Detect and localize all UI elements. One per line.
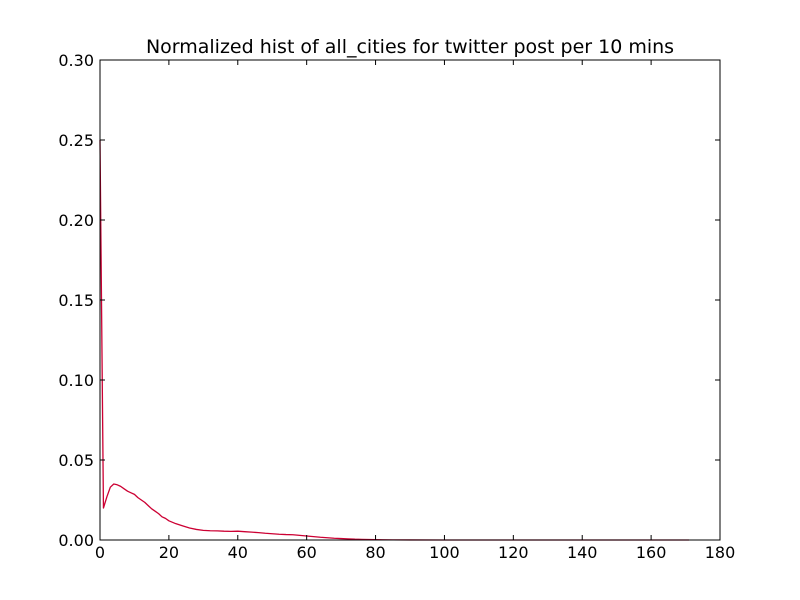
- x-tick-label: 180: [705, 543, 736, 562]
- plot-frame: [99, 59, 721, 541]
- y-tick-label: 0.15: [58, 291, 94, 310]
- x-tick-label: 100: [429, 543, 460, 562]
- x-tick-label: 20: [159, 543, 179, 562]
- y-tick-label: 0.05: [58, 451, 94, 470]
- y-tick-labels: 0.00 0.05 0.10 0.15 0.20 0.25 0.30: [58, 51, 94, 550]
- x-tick-label: 120: [498, 543, 529, 562]
- x-tick-label: 140: [567, 543, 598, 562]
- y-tick-label: 0.20: [58, 211, 94, 230]
- y-tick-label: 0.00: [58, 531, 94, 550]
- x-tick-label: 0: [95, 543, 105, 562]
- y-tick-label: 0.10: [58, 371, 94, 390]
- x-tick-label: 80: [365, 543, 385, 562]
- x-tick-label: 60: [296, 543, 316, 562]
- plot-area: [100, 60, 720, 540]
- x-tick-label: 160: [636, 543, 667, 562]
- y-tick-label: 0.30: [58, 51, 94, 70]
- chart-title: Normalized hist of all_cities for twitte…: [146, 36, 674, 58]
- x-tick-label: 40: [228, 543, 248, 562]
- y-tick-label: 0.25: [58, 131, 94, 150]
- x-tick-labels: 0 20 40 60 80 100 120 140 160 180: [95, 543, 735, 562]
